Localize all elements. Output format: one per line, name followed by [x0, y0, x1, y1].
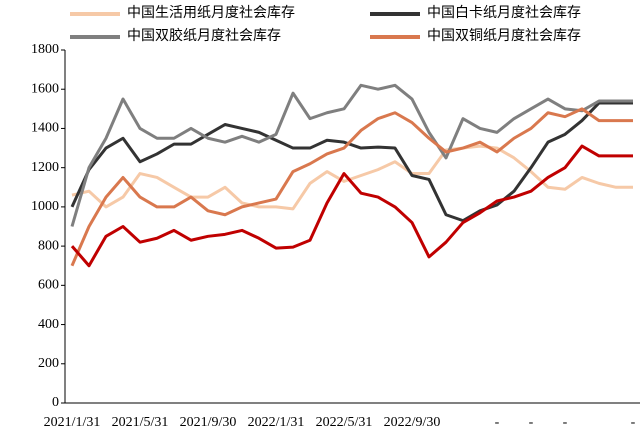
- series-line: [70, 101, 633, 223]
- x-tick-label: 2021/5/31: [112, 415, 169, 430]
- legend-label: 中国白卡纸月度社会库存: [427, 5, 581, 21]
- series-line: [70, 107, 633, 267]
- x-tick-label: 2022/9/30: [384, 415, 441, 430]
- y-tick-label: 1400: [31, 121, 59, 136]
- x-tick-label: -: [529, 415, 534, 430]
- y-tick-label: 1800: [31, 42, 59, 57]
- series-line: [70, 144, 633, 268]
- x-tick-label: -: [495, 415, 500, 430]
- y-tick-label: 1200: [31, 160, 59, 175]
- x-tick-label: 2021/1/31: [44, 415, 101, 430]
- x-tick-label: 2022/1/31: [248, 415, 305, 430]
- y-tick-label: 600: [38, 278, 59, 293]
- y-tick-label: 200: [38, 356, 59, 371]
- series-line: [71, 144, 633, 211]
- x-tick-label: -: [631, 415, 636, 430]
- series-line: [70, 83, 633, 227]
- legend-label: 中国生活用纸月度社会库存: [127, 5, 295, 21]
- x-tick-label: -: [563, 415, 568, 430]
- x-tick-label: 2022/5/31: [316, 415, 373, 430]
- legend-label: 中国双铜纸月度社会库存: [427, 28, 581, 44]
- x-tick-label: 2021/9/30: [180, 415, 237, 430]
- y-tick-label: 400: [38, 317, 59, 332]
- y-tick-label: 1600: [31, 81, 59, 96]
- y-tick-label: 800: [38, 238, 59, 253]
- y-tick-label: 0: [52, 395, 59, 410]
- y-tick-label: 1000: [31, 199, 59, 214]
- legend-label: 中国双胶纸月度社会库存: [127, 27, 281, 44]
